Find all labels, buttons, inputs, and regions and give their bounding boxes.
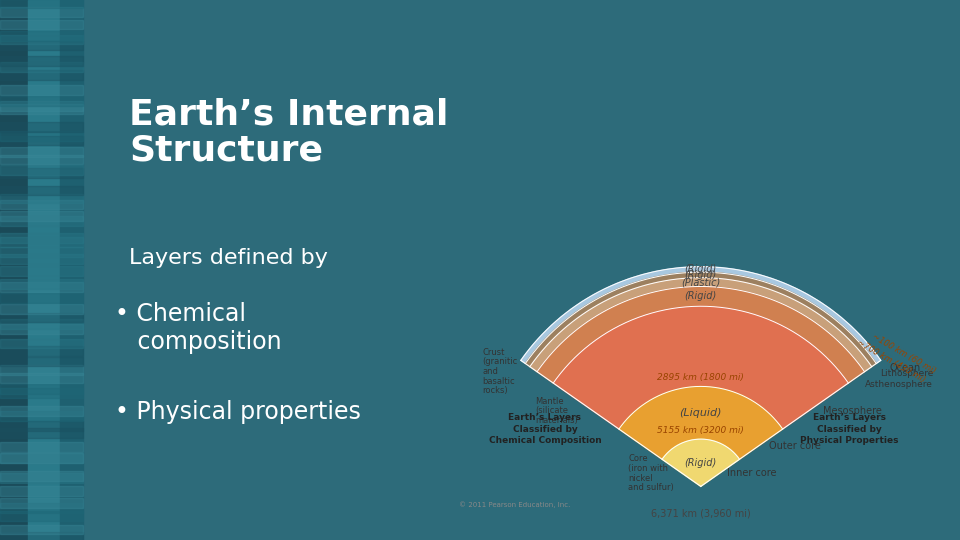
Text: (Rigid): (Rigid) <box>684 270 717 280</box>
Bar <box>0 165 83 175</box>
Text: 5155 km (3200 mi): 5155 km (3200 mi) <box>658 426 744 435</box>
Bar <box>60 0 83 540</box>
Bar <box>0 357 83 367</box>
Bar <box>0 247 83 257</box>
Text: (Rigid): (Rigid) <box>684 292 717 301</box>
Bar <box>0 216 83 226</box>
Wedge shape <box>662 439 739 487</box>
Text: Asthenosphere: Asthenosphere <box>865 380 933 389</box>
Text: Inner core: Inner core <box>728 468 777 478</box>
Bar <box>0 136 83 145</box>
Bar <box>0 373 83 383</box>
Text: Lithosphere: Lithosphere <box>880 369 934 379</box>
Bar <box>0 85 83 95</box>
Bar <box>0 324 83 334</box>
Bar <box>0 70 83 80</box>
Bar <box>0 406 83 416</box>
Bar <box>0 319 83 329</box>
Bar <box>0 305 83 314</box>
Bar <box>0 186 83 195</box>
Wedge shape <box>530 278 872 372</box>
Text: 6,371 km (3,960 mi): 6,371 km (3,960 mi) <box>651 508 751 518</box>
Text: • Chemical
   composition: • Chemical composition <box>115 302 282 354</box>
Bar <box>0 428 83 438</box>
Bar <box>0 40 83 50</box>
Bar <box>0 487 83 496</box>
Text: (Rigid): (Rigid) <box>684 457 717 468</box>
Bar <box>0 168 83 178</box>
Bar <box>0 20 83 30</box>
Bar <box>0 7 83 17</box>
Text: Mantle
(silicate
materials): Mantle (silicate materials) <box>536 397 578 425</box>
Bar <box>0 0 83 8</box>
Bar <box>0 211 83 221</box>
Wedge shape <box>521 267 880 363</box>
Bar <box>0 266 83 276</box>
Bar <box>0 101 83 111</box>
Bar <box>0 31 83 41</box>
Text: ~700 km (430 mi): ~700 km (430 mi) <box>855 338 927 384</box>
Bar <box>0 35 83 44</box>
Wedge shape <box>619 387 782 460</box>
Bar <box>0 366 83 375</box>
Bar <box>0 411 83 421</box>
Text: Layers defined by: Layers defined by <box>129 248 328 268</box>
Bar <box>0 0 28 540</box>
Wedge shape <box>525 272 876 367</box>
Bar <box>0 279 83 289</box>
Bar <box>0 473 83 483</box>
Bar <box>0 498 83 508</box>
Text: © 2011 Pearson Education, Inc.: © 2011 Pearson Education, Inc. <box>459 502 570 508</box>
Text: ~100 km (60 mi): ~100 km (60 mi) <box>871 332 937 375</box>
Bar <box>28 0 60 540</box>
Bar <box>0 346 83 356</box>
Text: Core
(iron with
nickel
and sulfur): Core (iron with nickel and sulfur) <box>628 454 674 492</box>
Text: (Rigid): (Rigid) <box>684 265 717 274</box>
Text: Ocean: Ocean <box>889 363 921 373</box>
Bar <box>0 421 83 431</box>
Bar <box>0 442 83 452</box>
Bar <box>0 453 83 463</box>
Text: Outer core: Outer core <box>769 441 821 451</box>
Wedge shape <box>537 287 865 383</box>
Bar <box>0 56 83 65</box>
Bar <box>0 147 83 157</box>
Bar <box>0 62 83 72</box>
Text: 2895 km (1800 mi): 2895 km (1800 mi) <box>658 373 744 382</box>
Bar <box>0 454 83 463</box>
Text: Earth’s Internal
Structure: Earth’s Internal Structure <box>129 97 448 168</box>
Bar <box>0 193 83 203</box>
Text: Crust
(granitic
and
basaltic
rocks): Crust (granitic and basaltic rocks) <box>482 348 517 395</box>
Bar <box>0 313 83 322</box>
Bar <box>0 384 83 394</box>
Wedge shape <box>553 306 849 429</box>
Bar <box>0 511 83 521</box>
Bar <box>0 104 83 114</box>
Bar <box>0 254 83 264</box>
Bar <box>0 200 83 210</box>
Text: Mesosphere: Mesosphere <box>824 406 882 416</box>
Bar <box>0 122 83 132</box>
Text: • Physical properties: • Physical properties <box>115 400 361 423</box>
Text: Earth’s Layers
Classified by
Chemical Composition: Earth’s Layers Classified by Chemical Co… <box>489 414 601 444</box>
Bar <box>0 503 83 513</box>
Bar <box>0 233 83 243</box>
Bar <box>0 532 83 540</box>
Text: (Plastic): (Plastic) <box>682 277 720 287</box>
Bar <box>0 131 83 141</box>
Bar <box>0 154 83 164</box>
Bar <box>0 282 83 292</box>
Bar <box>0 293 83 303</box>
Bar <box>0 96 83 106</box>
Bar <box>0 388 83 397</box>
Text: Earth’s Layers
Classified by
Physical Properties: Earth’s Layers Classified by Physical Pr… <box>801 414 899 444</box>
Bar <box>0 524 83 534</box>
Bar <box>0 339 83 348</box>
Bar <box>0 237 83 247</box>
Bar <box>0 471 83 481</box>
Text: (Liquid): (Liquid) <box>680 408 722 418</box>
